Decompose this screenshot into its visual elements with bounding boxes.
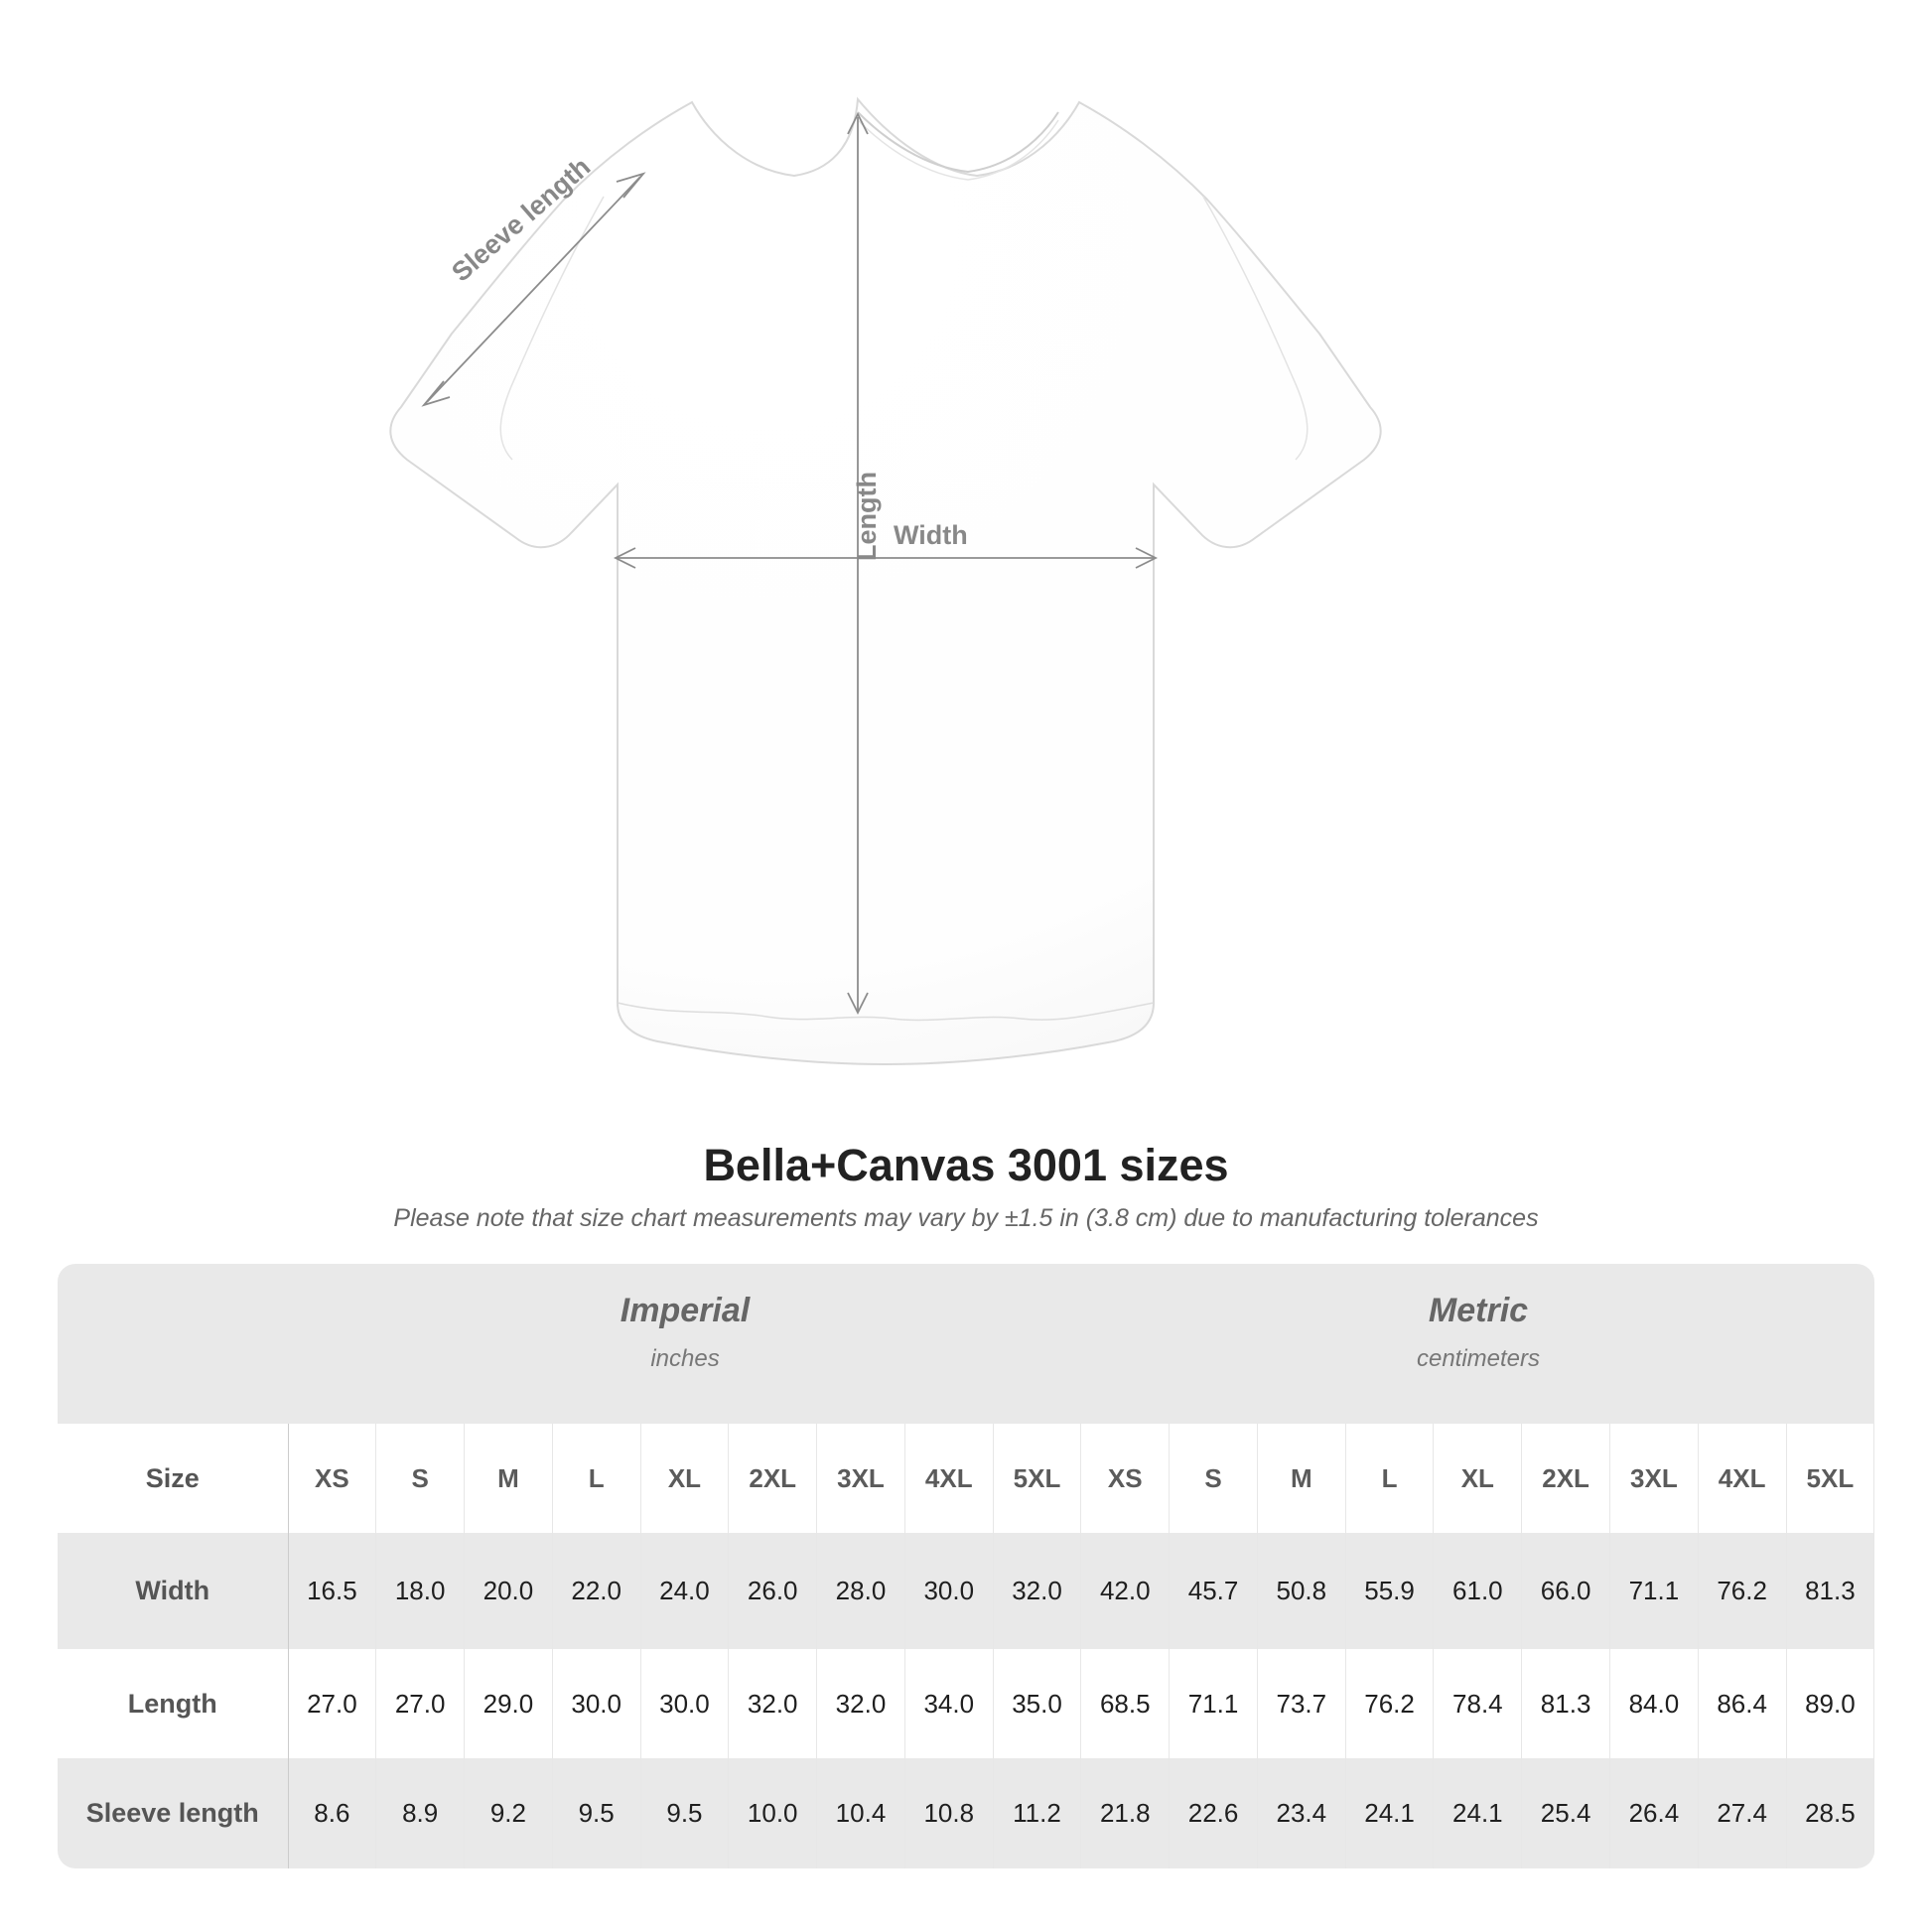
svg-text:Length: Length <box>852 472 882 561</box>
svg-text:Width: Width <box>894 520 968 550</box>
